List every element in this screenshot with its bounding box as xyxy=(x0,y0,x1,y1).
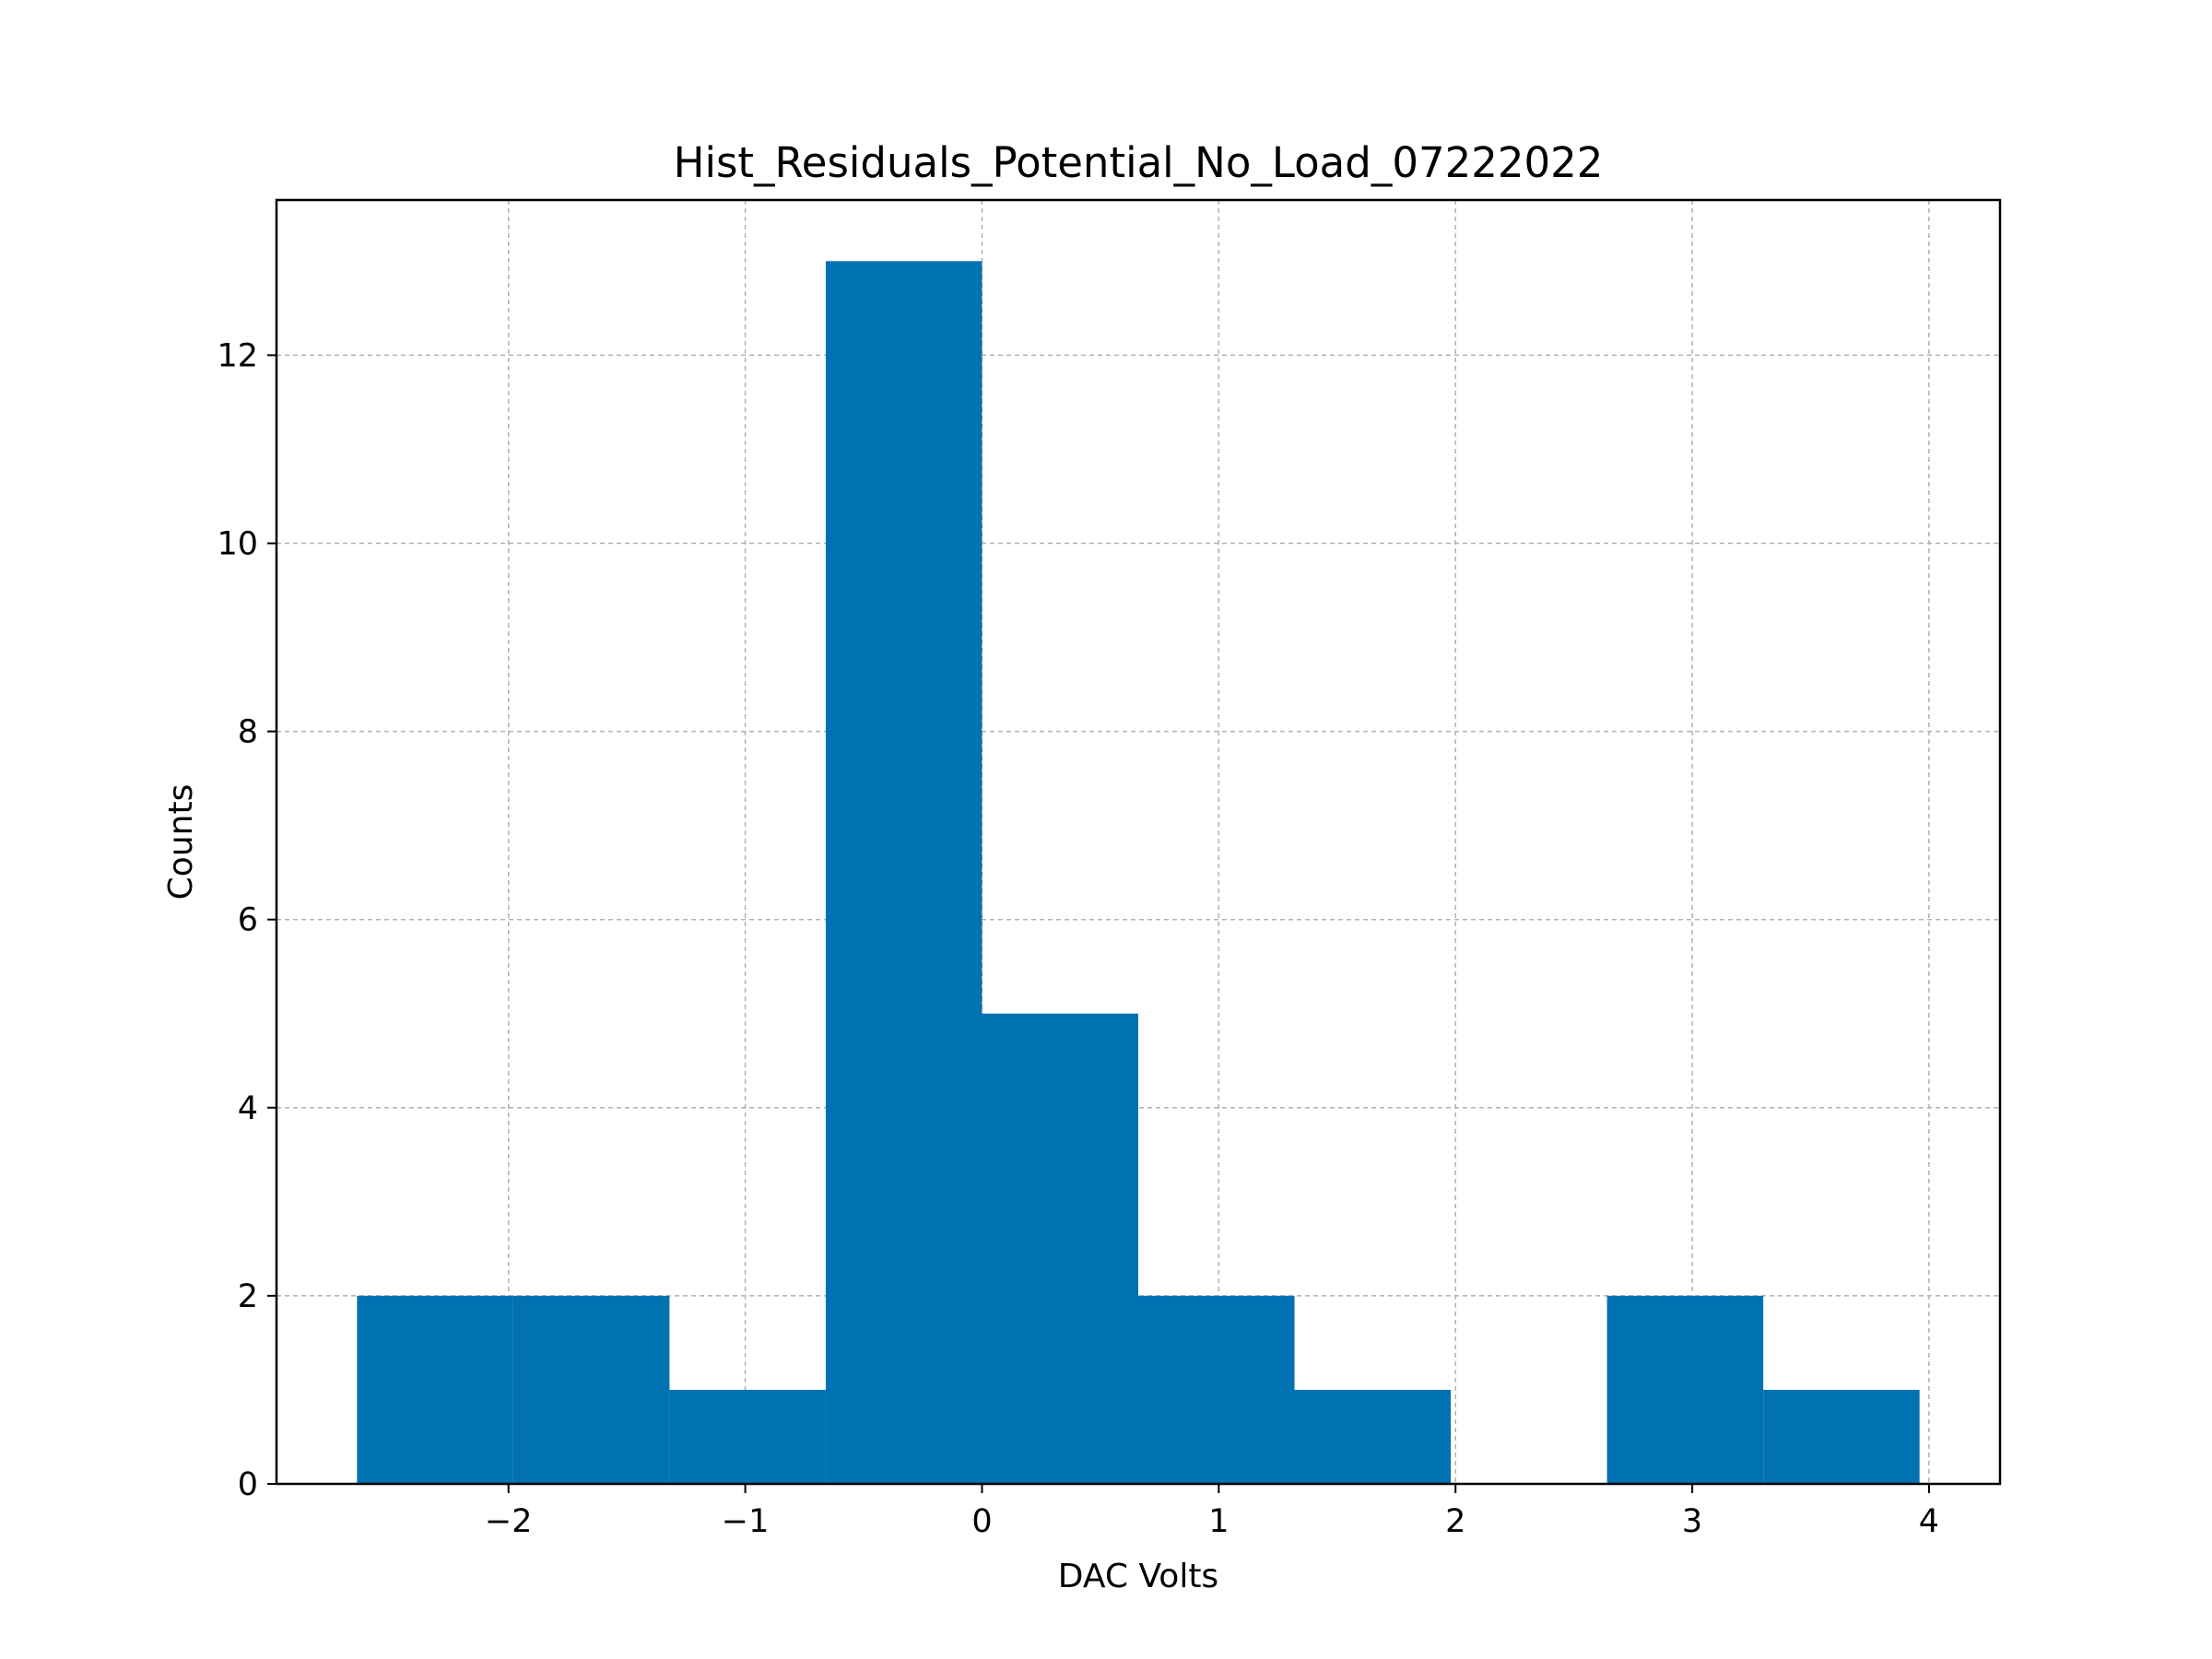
histogram-bar xyxy=(1294,1389,1452,1484)
x-tick-label: 0 xyxy=(971,1503,992,1540)
x-tick-label: 1 xyxy=(1208,1503,1229,1540)
plot-area-frame xyxy=(275,198,2002,1486)
histogram-bar xyxy=(1606,1295,1764,1484)
x-tick-label: 3 xyxy=(1682,1503,1702,1540)
chart-title: Hist_Residuals_Potential_No_Load_0722202… xyxy=(674,138,1604,187)
x-tick-label: 4 xyxy=(1919,1503,1939,1540)
x-tick-label: −2 xyxy=(485,1503,533,1540)
histogram-bar xyxy=(1763,1389,1920,1484)
y-tick-label: 12 xyxy=(217,337,258,374)
x-axis-title: DAC Volts xyxy=(1058,1558,1218,1595)
y-tick-label: 0 xyxy=(238,1466,258,1503)
histogram-bar xyxy=(357,1295,513,1484)
histogram-bar xyxy=(825,261,982,1484)
y-tick-label: 6 xyxy=(238,902,258,939)
y-tick-label: 4 xyxy=(238,1090,258,1127)
histogram-bar xyxy=(1138,1295,1295,1484)
histogram-bars xyxy=(357,261,1920,1484)
y-tick-label: 8 xyxy=(238,714,258,751)
y-axis-title: Counts xyxy=(162,784,200,900)
histogram-bar xyxy=(512,1295,670,1484)
y-tick-label: 10 xyxy=(217,525,258,562)
histogram-bar xyxy=(669,1389,826,1484)
y-tick-label: 2 xyxy=(238,1278,258,1315)
x-tick-label: 2 xyxy=(1445,1503,1465,1540)
x-tick-label: −1 xyxy=(722,1503,770,1540)
histogram-bar xyxy=(982,1013,1138,1484)
